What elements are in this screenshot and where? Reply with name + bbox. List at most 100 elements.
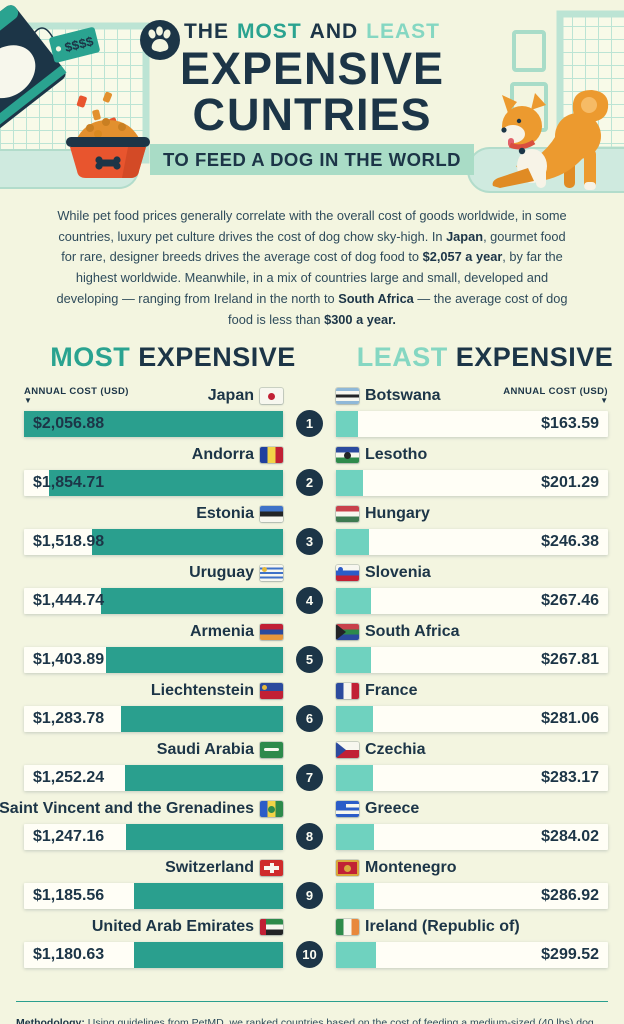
country-label: Switzerland	[24, 857, 283, 879]
dog-bowl-icon	[66, 118, 150, 178]
most-expensive-cell: Japan $2,056.88	[24, 385, 283, 444]
flag-south-africa-icon	[336, 624, 359, 641]
country-label: Japan	[24, 385, 283, 407]
least-expensive-cell: Czechia $283.17	[336, 739, 608, 798]
country-label: France	[336, 680, 608, 702]
header-illustration: $$$$	[0, 5, 624, 193]
cost-value: $1,403.89	[33, 651, 105, 669]
country-label: Uruguay	[24, 562, 283, 584]
rank-badge: 9	[296, 882, 323, 910]
title-word-expensive: EXPENSIVE	[179, 43, 445, 94]
most-expensive-cell: Andorra $1,854.71	[24, 444, 283, 503]
flag-andorra-icon	[260, 447, 283, 464]
rank-badge: 5	[296, 646, 323, 674]
flag-greece-icon	[336, 801, 359, 818]
dog-food-bag-icon	[0, 5, 67, 130]
cost-value: $246.38	[541, 533, 599, 551]
cost-value: $1,185.56	[33, 887, 105, 905]
cost-value: $1,180.63	[33, 946, 105, 964]
cost-value: $1,518.98	[33, 533, 105, 551]
least-expensive-cell: Lesotho $201.29	[336, 444, 608, 503]
title-block: THE MOST AND LEAST EXPENSIVE C UNTRIES TO FE…	[140, 20, 484, 175]
cost-value: $1,252.24	[33, 769, 105, 787]
cost-value: $201.29	[541, 474, 599, 492]
flag-czechia-icon	[336, 742, 359, 759]
methodology-text: Methodology: Using guidelines from PetMD…	[16, 1017, 594, 1024]
country-label: Montenegro	[336, 857, 608, 879]
least-expensive-cell: Greece $284.02	[336, 798, 608, 857]
cost-bar: $2,056.88	[24, 411, 283, 438]
flag-switzerland-icon	[260, 860, 283, 877]
svg-text:$$$$: $$$$	[63, 33, 95, 55]
flag-lesotho-icon	[336, 447, 359, 464]
country-label: Hungary	[336, 503, 608, 525]
subtitle-banner: TO FEED A DOG IN THE WORLD	[149, 143, 475, 175]
cost-bar: $1,444.74	[24, 588, 283, 615]
least-expensive-cell: Botswana $163.59	[336, 385, 608, 444]
flag-saudi-arabia-icon	[260, 742, 283, 759]
flag-slovenia-icon	[336, 565, 359, 582]
flag-france-icon	[336, 683, 359, 700]
rank-badge: 10	[296, 941, 323, 969]
shiba-dog-icon	[492, 90, 609, 190]
most-expensive-cell: Switzerland $1,185.56	[24, 857, 283, 916]
chart-row: Liechtenstein $1,283.78 6 France $281.06	[24, 680, 608, 739]
sort-arrow-icon: ▼	[24, 396, 32, 406]
column-headers: MOST EXPENSIVE LEAST EXPENSIVE	[0, 342, 624, 373]
cost-value: $1,283.78	[33, 710, 105, 728]
tag-string	[29, 27, 55, 41]
chart-row: Estonia $1,518.98 3 Hungary $246.38	[24, 503, 608, 562]
rank-badge: 2	[296, 469, 323, 497]
least-expensive-cell: South Africa $267.81	[336, 621, 608, 680]
paw-icon	[140, 20, 180, 60]
title-word-countries: C UNTRIES	[140, 20, 484, 137]
cost-value: $283.17	[541, 769, 599, 787]
cost-value: $163.59	[541, 415, 599, 433]
title-line-1: THE MOST AND LEAST	[183, 20, 440, 43]
cost-value: $299.52	[541, 946, 599, 964]
axis-label-least: ANNUAL COST (USD) ▼	[503, 386, 608, 406]
cost-value: $286.92	[541, 887, 599, 905]
cost-bar: $201.29	[336, 470, 608, 497]
rank-badge: 1	[296, 410, 323, 438]
country-label: United Arab Emirates	[24, 916, 283, 938]
country-label: Andorra	[24, 444, 283, 466]
flag-montenegro-icon	[336, 860, 359, 877]
country-label: Saint Vincent and the Grenadines	[0, 798, 283, 820]
chart-row: Andorra $1,854.71 2 Lesotho $201.29	[24, 444, 608, 503]
chart-row: Uruguay $1,444.74 4 Slovenia $267.46	[24, 562, 608, 621]
cost-bar: $1,252.24	[24, 765, 283, 792]
least-expensive-heading: LEAST EXPENSIVE	[356, 342, 614, 373]
least-expensive-cell: Ireland (Republic of) $299.52	[336, 916, 608, 975]
cost-bar: $286.92	[336, 883, 608, 910]
cost-bar: $1,247.16	[24, 824, 283, 851]
most-expensive-cell: Armenia $1,403.89	[24, 621, 283, 680]
cost-bar: $299.52	[336, 942, 608, 969]
rank-badge: 6	[296, 705, 323, 733]
cost-value: $281.06	[541, 710, 599, 728]
least-expensive-cell: France $281.06	[336, 680, 608, 739]
most-expensive-cell: Liechtenstein $1,283.78	[24, 680, 283, 739]
intro-paragraph: While pet food prices generally correlat…	[56, 208, 568, 327]
axis-label-most: ANNUAL COST (USD) ▼	[24, 386, 129, 406]
cost-bar: $1,185.56	[24, 883, 283, 910]
country-label: Liechtenstein	[24, 680, 283, 702]
cost-bar: $1,518.98	[24, 529, 283, 556]
footer-divider	[16, 1001, 608, 1003]
cost-bar: $1,403.89	[24, 647, 283, 674]
least-expensive-cell: Slovenia $267.46	[336, 562, 608, 621]
country-label: Slovenia	[336, 562, 608, 584]
country-label: Greece	[336, 798, 608, 820]
cost-value: $1,854.71	[33, 474, 105, 492]
cost-bar: $267.46	[336, 588, 608, 615]
chart-row: United Arab Emirates $1,180.63 10 Ireland (…	[24, 916, 608, 975]
least-expensive-cell: Hungary $246.38	[336, 503, 608, 562]
cost-bar: $163.59	[336, 411, 608, 438]
cost-value: $1,247.16	[33, 828, 105, 846]
rank-badge: 4	[296, 587, 323, 615]
country-label: Saudi Arabia	[24, 739, 283, 761]
rank-badge: 7	[296, 764, 323, 792]
least-expensive-cell: Montenegro $286.92	[336, 857, 608, 916]
cost-bar: $284.02	[336, 824, 608, 851]
